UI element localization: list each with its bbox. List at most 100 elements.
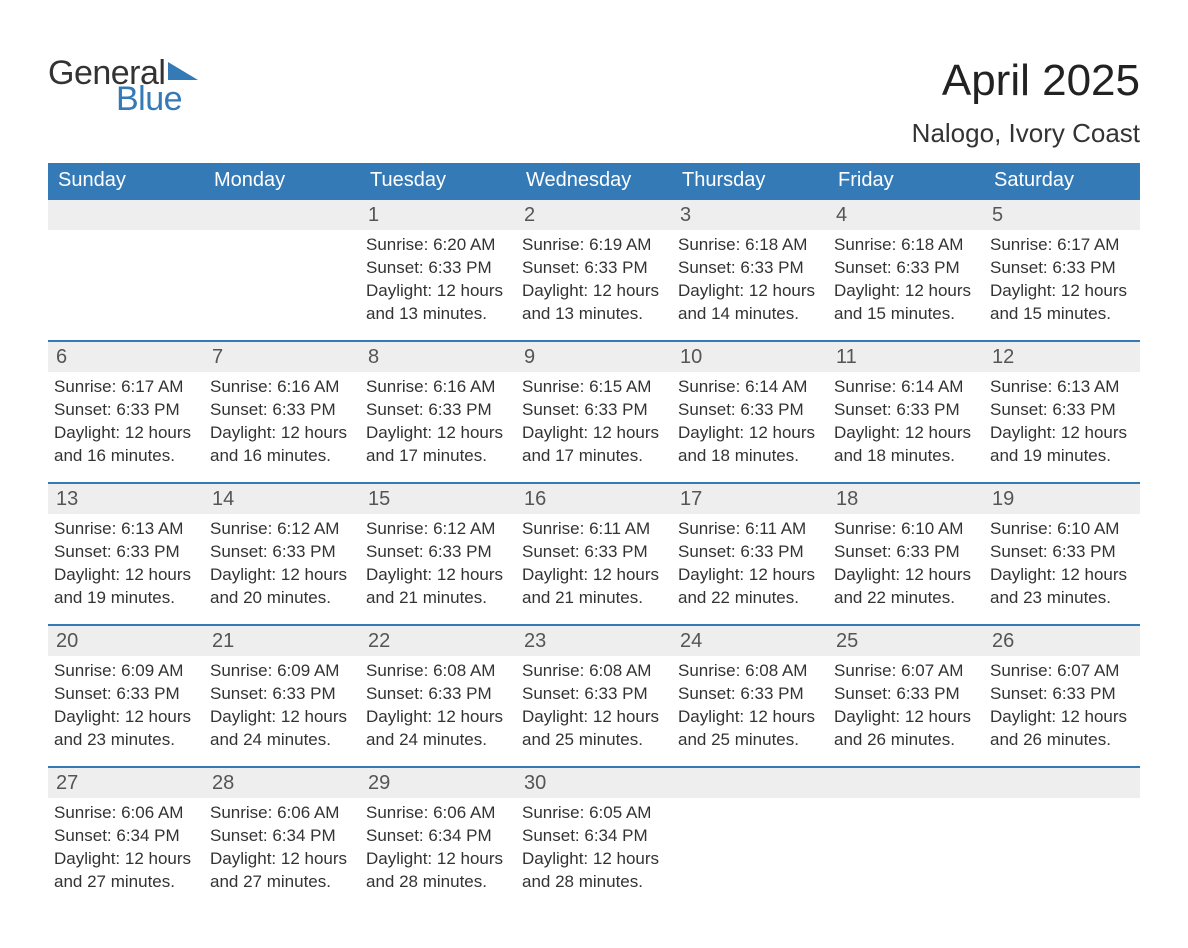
daylight-line: Daylight: 12 hours and 28 minutes. (366, 848, 510, 894)
daylight-line: Daylight: 12 hours and 21 minutes. (522, 564, 666, 610)
calendar-row: 1Sunrise: 6:20 AMSunset: 6:33 PMDaylight… (48, 198, 1140, 340)
day-details: Sunrise: 6:14 AMSunset: 6:33 PMDaylight:… (672, 372, 828, 472)
sunset-line: Sunset: 6:33 PM (54, 683, 198, 706)
sunset-line: Sunset: 6:33 PM (210, 683, 354, 706)
sunset-line: Sunset: 6:33 PM (990, 683, 1134, 706)
sunset-line: Sunset: 6:34 PM (522, 825, 666, 848)
calendar-cell-day-23: 23Sunrise: 6:08 AMSunset: 6:33 PMDayligh… (516, 624, 672, 766)
title-block: April 2025 Nalogo, Ivory Coast (912, 56, 1140, 149)
sunrise-line: Sunrise: 6:10 AM (834, 518, 978, 541)
day-number: 26 (984, 624, 1140, 656)
calendar-cell-day-13: 13Sunrise: 6:13 AMSunset: 6:33 PMDayligh… (48, 482, 204, 624)
sunrise-line: Sunrise: 6:08 AM (522, 660, 666, 683)
calendar-cell-day-1: 1Sunrise: 6:20 AMSunset: 6:33 PMDaylight… (360, 198, 516, 340)
calendar-cell-day-8: 8Sunrise: 6:16 AMSunset: 6:33 PMDaylight… (360, 340, 516, 482)
day-number: 10 (672, 340, 828, 372)
calendar-cell-day-7: 7Sunrise: 6:16 AMSunset: 6:33 PMDaylight… (204, 340, 360, 482)
day-details: Sunrise: 6:06 AMSunset: 6:34 PMDaylight:… (204, 798, 360, 898)
day-number: 9 (516, 340, 672, 372)
daylight-line: Daylight: 12 hours and 22 minutes. (678, 564, 822, 610)
calendar-cell-day-20: 20Sunrise: 6:09 AMSunset: 6:33 PMDayligh… (48, 624, 204, 766)
day-number: 21 (204, 624, 360, 656)
sunrise-line: Sunrise: 6:10 AM (990, 518, 1134, 541)
weekday-header-wednesday: Wednesday (516, 163, 672, 198)
calendar-cell-day-5: 5Sunrise: 6:17 AMSunset: 6:33 PMDaylight… (984, 198, 1140, 340)
calendar-cell-day-27: 27Sunrise: 6:06 AMSunset: 6:34 PMDayligh… (48, 766, 204, 908)
day-details: Sunrise: 6:08 AMSunset: 6:33 PMDaylight:… (360, 656, 516, 756)
day-number: 27 (48, 766, 204, 798)
day-number: 1 (360, 198, 516, 230)
sunrise-line: Sunrise: 6:15 AM (522, 376, 666, 399)
calendar-cell-empty (48, 198, 204, 340)
calendar-cell-empty (204, 198, 360, 340)
day-number: 4 (828, 198, 984, 230)
day-details: Sunrise: 6:12 AMSunset: 6:33 PMDaylight:… (204, 514, 360, 614)
sunset-line: Sunset: 6:33 PM (678, 541, 822, 564)
calendar-cell-day-29: 29Sunrise: 6:06 AMSunset: 6:34 PMDayligh… (360, 766, 516, 908)
calendar-cell-day-15: 15Sunrise: 6:12 AMSunset: 6:33 PMDayligh… (360, 482, 516, 624)
day-details: Sunrise: 6:16 AMSunset: 6:33 PMDaylight:… (204, 372, 360, 472)
sunset-line: Sunset: 6:33 PM (834, 399, 978, 422)
day-number: 3 (672, 198, 828, 230)
calendar-cell-day-11: 11Sunrise: 6:14 AMSunset: 6:33 PMDayligh… (828, 340, 984, 482)
day-details: Sunrise: 6:20 AMSunset: 6:33 PMDaylight:… (360, 230, 516, 330)
day-number: 22 (360, 624, 516, 656)
day-details: Sunrise: 6:08 AMSunset: 6:33 PMDaylight:… (672, 656, 828, 756)
sunrise-line: Sunrise: 6:14 AM (678, 376, 822, 399)
calendar-grid: SundayMondayTuesdayWednesdayThursdayFrid… (48, 163, 1140, 908)
weekday-header-friday: Friday (828, 163, 984, 198)
daylight-line: Daylight: 12 hours and 23 minutes. (54, 706, 198, 752)
sunset-line: Sunset: 6:33 PM (678, 683, 822, 706)
sunrise-line: Sunrise: 6:13 AM (54, 518, 198, 541)
sunrise-line: Sunrise: 6:14 AM (834, 376, 978, 399)
day-details: Sunrise: 6:13 AMSunset: 6:33 PMDaylight:… (48, 514, 204, 614)
sunset-line: Sunset: 6:33 PM (834, 541, 978, 564)
sunrise-line: Sunrise: 6:13 AM (990, 376, 1134, 399)
sunrise-line: Sunrise: 6:06 AM (366, 802, 510, 825)
sunrise-line: Sunrise: 6:16 AM (366, 376, 510, 399)
sunrise-line: Sunrise: 6:08 AM (678, 660, 822, 683)
calendar-cell-empty (828, 766, 984, 908)
daylight-line: Daylight: 12 hours and 25 minutes. (678, 706, 822, 752)
sunset-line: Sunset: 6:33 PM (54, 399, 198, 422)
daylight-line: Daylight: 12 hours and 27 minutes. (54, 848, 198, 894)
day-details: Sunrise: 6:11 AMSunset: 6:33 PMDaylight:… (672, 514, 828, 614)
sunrise-line: Sunrise: 6:19 AM (522, 234, 666, 257)
day-details: Sunrise: 6:09 AMSunset: 6:33 PMDaylight:… (48, 656, 204, 756)
day-number: 16 (516, 482, 672, 514)
day-details: Sunrise: 6:07 AMSunset: 6:33 PMDaylight:… (984, 656, 1140, 756)
day-number: 20 (48, 624, 204, 656)
day-number: 29 (360, 766, 516, 798)
calendar-row: 27Sunrise: 6:06 AMSunset: 6:34 PMDayligh… (48, 766, 1140, 908)
day-details: Sunrise: 6:13 AMSunset: 6:33 PMDaylight:… (984, 372, 1140, 472)
daylight-line: Daylight: 12 hours and 26 minutes. (990, 706, 1134, 752)
sunrise-line: Sunrise: 6:16 AM (210, 376, 354, 399)
day-number: 5 (984, 198, 1140, 230)
sunset-line: Sunset: 6:33 PM (522, 257, 666, 280)
calendar-cell-day-10: 10Sunrise: 6:14 AMSunset: 6:33 PMDayligh… (672, 340, 828, 482)
day-number: 14 (204, 482, 360, 514)
sunrise-line: Sunrise: 6:17 AM (54, 376, 198, 399)
calendar-cell-day-6: 6Sunrise: 6:17 AMSunset: 6:33 PMDaylight… (48, 340, 204, 482)
calendar-cell-day-9: 9Sunrise: 6:15 AMSunset: 6:33 PMDaylight… (516, 340, 672, 482)
location-subtitle: Nalogo, Ivory Coast (912, 118, 1140, 149)
sunrise-line: Sunrise: 6:18 AM (834, 234, 978, 257)
month-year-title: April 2025 (912, 56, 1140, 106)
calendar-cell-day-26: 26Sunrise: 6:07 AMSunset: 6:33 PMDayligh… (984, 624, 1140, 766)
calendar-cell-day-22: 22Sunrise: 6:08 AMSunset: 6:33 PMDayligh… (360, 624, 516, 766)
daylight-line: Daylight: 12 hours and 20 minutes. (210, 564, 354, 610)
day-number: 18 (828, 482, 984, 514)
sunset-line: Sunset: 6:34 PM (54, 825, 198, 848)
sunrise-line: Sunrise: 6:07 AM (834, 660, 978, 683)
sunrise-line: Sunrise: 6:09 AM (210, 660, 354, 683)
sunrise-line: Sunrise: 6:05 AM (522, 802, 666, 825)
daylight-line: Daylight: 12 hours and 17 minutes. (522, 422, 666, 468)
day-details: Sunrise: 6:17 AMSunset: 6:33 PMDaylight:… (984, 230, 1140, 330)
calendar-row: 6Sunrise: 6:17 AMSunset: 6:33 PMDaylight… (48, 340, 1140, 482)
day-details: Sunrise: 6:08 AMSunset: 6:33 PMDaylight:… (516, 656, 672, 756)
day-details: Sunrise: 6:06 AMSunset: 6:34 PMDaylight:… (48, 798, 204, 898)
daylight-line: Daylight: 12 hours and 28 minutes. (522, 848, 666, 894)
sunrise-line: Sunrise: 6:06 AM (210, 802, 354, 825)
daylight-line: Daylight: 12 hours and 15 minutes. (990, 280, 1134, 326)
day-details: Sunrise: 6:17 AMSunset: 6:33 PMDaylight:… (48, 372, 204, 472)
